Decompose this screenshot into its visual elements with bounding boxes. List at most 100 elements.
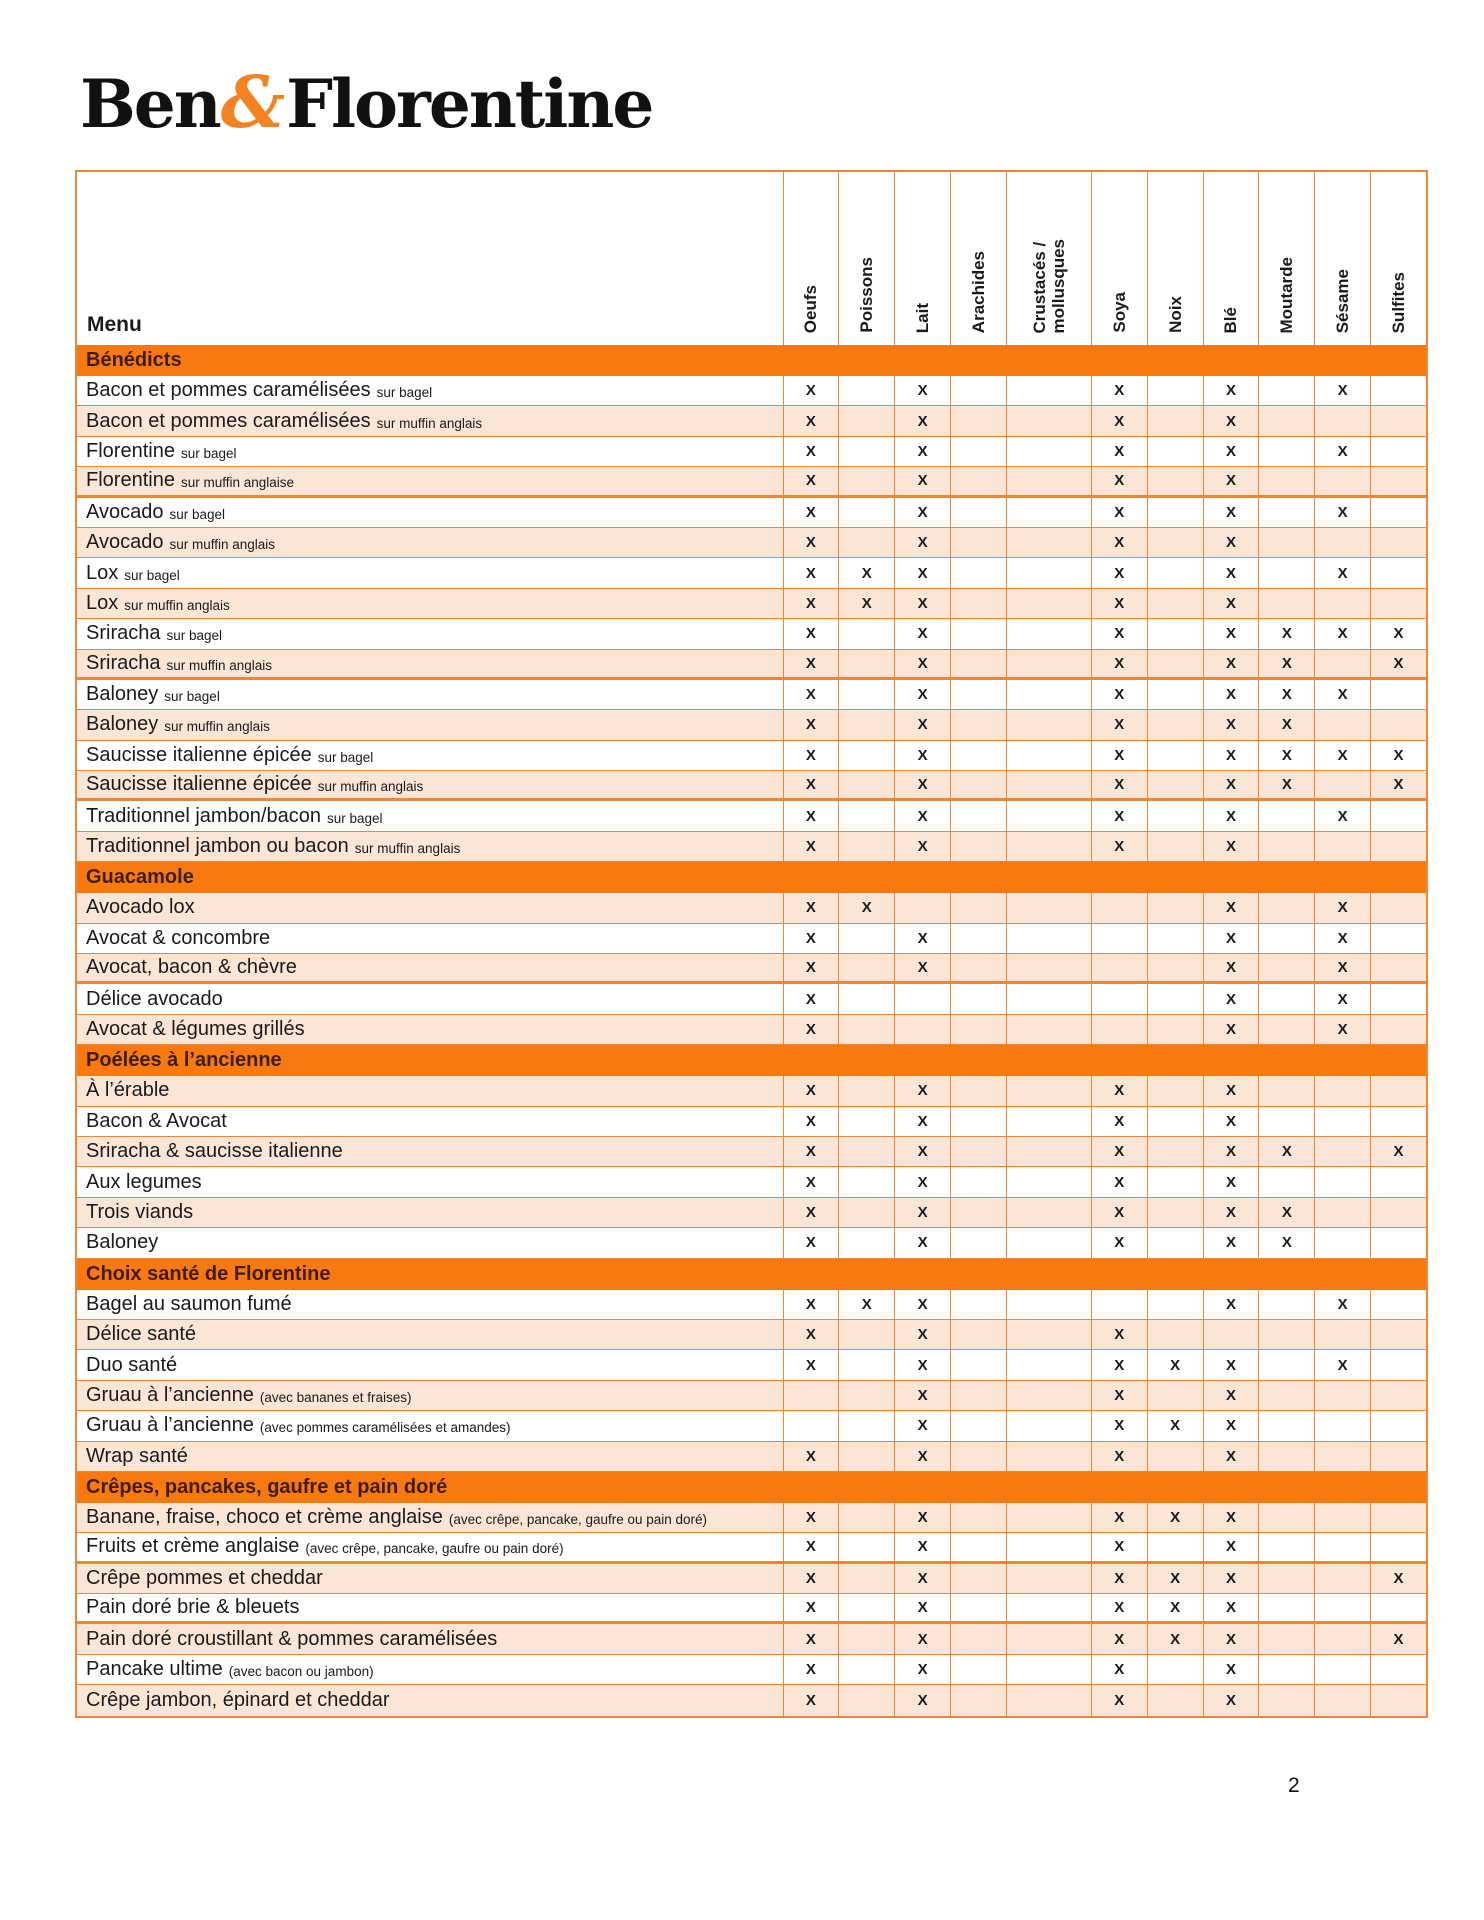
allergen-x-mark: X (1225, 564, 1236, 582)
allergen-cell (1370, 1411, 1426, 1441)
allergen-x-mark: X (1225, 1082, 1236, 1100)
allergen-cell (838, 679, 894, 710)
allergen-x-mark: X (917, 382, 928, 400)
allergen-x-mark: X (1225, 1021, 1236, 1038)
allergen-cell: X (1090, 376, 1147, 406)
allergen-cell (1258, 406, 1314, 436)
menu-item-cell: Baloney sur bagel (77, 680, 783, 709)
allergen-cell: X (782, 558, 839, 588)
allergen-cell: X (782, 1533, 839, 1561)
menu-item-variant: sur bagel (180, 445, 237, 461)
allergen-cell (1005, 954, 1091, 982)
allergen-cell (1370, 376, 1426, 406)
allergen-x-mark: X (805, 412, 816, 430)
allergen-x-mark: X (805, 594, 816, 612)
allergen-x-mark: X (805, 959, 816, 977)
menu-item-name: Lox (86, 561, 119, 584)
allergen-x-mark: X (1337, 686, 1348, 704)
allergen-cell: X (1202, 710, 1259, 740)
allergen-cell (1005, 497, 1091, 527)
allergen-cell (1370, 436, 1426, 467)
allergen-x-mark: X (1114, 625, 1125, 643)
allergen-cell: X (1258, 1136, 1314, 1167)
menu-item-variant: (avec bananes et fraises) (259, 1389, 412, 1405)
menu-item-cell: Avocat, bacon & chèvre (77, 954, 783, 981)
allergen-cell (1258, 497, 1314, 527)
allergen-x-mark: X (917, 1630, 928, 1648)
allergen-cell (1005, 1411, 1091, 1441)
menu-item-cell: Sriracha & saucisse italienne (77, 1137, 783, 1166)
allergen-x-mark: X (1114, 1691, 1125, 1709)
menu-item-name: Fruits et crème anglaise (86, 1535, 300, 1558)
allergen-cell (1258, 376, 1314, 406)
allergen-cell (1005, 710, 1091, 740)
menu-item-variant: sur bagel (376, 385, 433, 401)
allergen-cell (838, 1136, 894, 1167)
allergen-cell (1146, 893, 1203, 923)
allergen-x-mark: X (917, 1234, 928, 1252)
allergen-cell: X (1202, 1563, 1259, 1594)
allergen-cell (1090, 1289, 1147, 1319)
allergen-cell (1005, 1533, 1091, 1561)
allergen-cell (838, 1014, 894, 1045)
allergen-x-mark: X (1225, 442, 1236, 460)
allergen-cell (1146, 1197, 1203, 1228)
allergen-x-mark: X (805, 1661, 816, 1679)
allergen-x-mark: X (1281, 654, 1292, 672)
menu-item-cell: Lox sur muffin anglais (77, 589, 783, 618)
column-header-7: Blé (1202, 172, 1259, 345)
allergen-x-mark: X (805, 1112, 816, 1130)
allergen-cell: X (1258, 1197, 1314, 1228)
allergen-x-mark: X (1225, 1112, 1236, 1130)
allergen-cell: X (1090, 1319, 1147, 1350)
allergen-cell (1258, 1502, 1314, 1533)
menu-item-cell: Gruau à l’ancienne (avec pommes caramélis… (77, 1411, 783, 1440)
allergen-cell: X (1314, 679, 1370, 710)
allergen-cell (1314, 406, 1370, 436)
menu-item-name: Bacon et pommes caramélisées (86, 379, 371, 402)
allergen-cell (950, 831, 1006, 862)
menu-item-cell: Duo santé (77, 1350, 783, 1379)
allergen-x-mark: X (1114, 1112, 1125, 1130)
allergen-cell (838, 954, 894, 982)
allergen-cell (838, 1228, 894, 1258)
menu-item-name: Florentine (86, 469, 175, 492)
allergen-x-mark: X (1337, 929, 1348, 947)
allergen-x-mark: X (1225, 838, 1236, 856)
allergen-cell (1258, 558, 1314, 588)
allergen-cell: X (1202, 679, 1259, 710)
allergen-cell: X (894, 558, 950, 588)
allergen-cell (1314, 1076, 1370, 1106)
allergen-cell (1314, 831, 1370, 862)
menu-item-name: Crêpe pommes et cheddar (86, 1566, 323, 1589)
allergen-cell (950, 1533, 1006, 1561)
allergen-cell (838, 1533, 894, 1561)
allergen-cell (1258, 467, 1314, 495)
allergen-x-mark: X (1337, 625, 1348, 643)
allergen-cell (894, 893, 950, 923)
allergen-table: Menu Oeufs Poissons Lait Arachides Crustacés… (75, 170, 1428, 1718)
allergen-x-mark: X (1225, 382, 1236, 400)
allergen-cell (1090, 923, 1147, 954)
allergen-cell: X (1090, 1441, 1147, 1471)
allergen-cell (1146, 1106, 1203, 1136)
allergen-cell: X (894, 740, 950, 771)
allergen-cell (1146, 771, 1203, 799)
allergen-cell: X (1370, 771, 1426, 799)
allergen-cell (1005, 984, 1091, 1014)
allergen-x-mark: X (1114, 1538, 1125, 1556)
menu-item-name: Avocat & légumes grillés (86, 1018, 305, 1040)
allergen-cell (1146, 801, 1203, 831)
allergen-cell (1258, 984, 1314, 1014)
column-header-label-3: Arachides (968, 250, 988, 333)
allergen-cell (1146, 588, 1203, 619)
allergen-cell (838, 1594, 894, 1622)
allergen-cell: X (1314, 436, 1370, 467)
allergen-cell (1258, 1106, 1314, 1136)
allergen-cell (1258, 1380, 1314, 1411)
allergen-x-mark: X (1393, 1630, 1404, 1648)
menu-row: Gruau à l’ancienne (avec pommes caramélis… (77, 1411, 1426, 1442)
allergen-cell (1005, 1076, 1091, 1106)
allergen-cell (838, 710, 894, 740)
allergen-cell (950, 467, 1006, 495)
